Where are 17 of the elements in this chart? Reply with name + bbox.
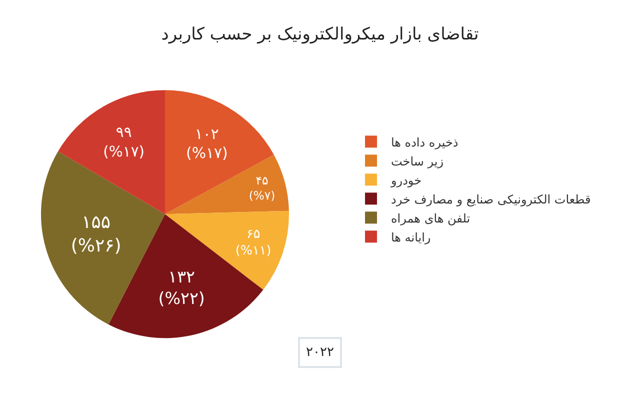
- legend-label: قطعات الکترونیکی صنایع و مصارف خرد: [391, 192, 591, 206]
- pie-slice: [165, 210, 289, 290]
- legend-label: زیر ساخت: [391, 154, 444, 168]
- text: ۲۰۲۲: [306, 345, 334, 360]
- data-label: ۶۵ (%۱۱): [235, 227, 272, 259]
- data-label: ۹۹ (%۱۷): [103, 124, 144, 160]
- data-label: ۱۵۵ (%۲۶): [70, 212, 122, 256]
- pie-slice: [165, 90, 274, 214]
- data-label: ۱۳۲ (%۲۲): [158, 268, 205, 308]
- legend-label: خودرو: [390, 173, 422, 188]
- chart-title: تقاضای بازار میکروالکترونیک بر حسب کاربرد: [161, 24, 479, 44]
- legend-label: تلفن های همراه: [391, 211, 470, 226]
- legend-label: رایانه ها: [391, 230, 431, 244]
- data-label: ۴۵ (%۷): [248, 173, 276, 203]
- pie-slice: [58, 90, 165, 214]
- legend-label: ذخیره داده ها: [391, 135, 458, 150]
- data-label: ۱۰۲ (%۱۷): [186, 124, 228, 162]
